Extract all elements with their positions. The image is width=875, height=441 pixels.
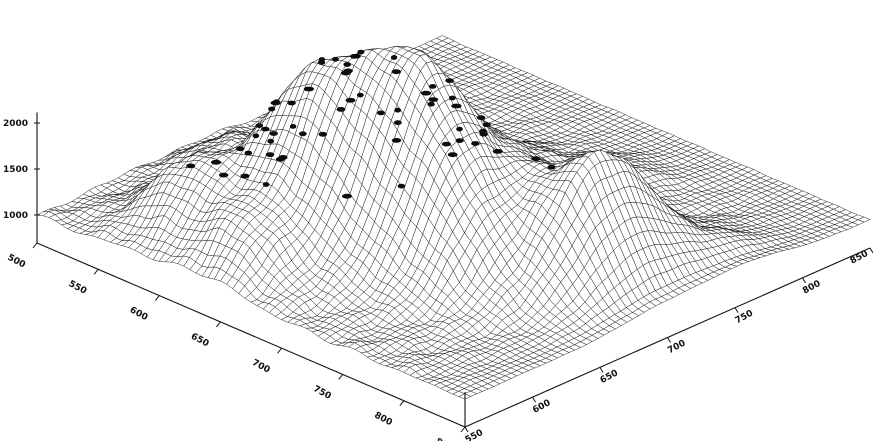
surface-marker (318, 131, 328, 137)
surface-marker (341, 193, 353, 199)
surface-marker (186, 163, 196, 169)
right-tick-mark (667, 337, 671, 343)
surface-marker (448, 95, 456, 101)
left-tick-label: 500 (6, 253, 27, 271)
surface-marker (244, 150, 253, 156)
surface-marker (262, 182, 270, 187)
surface-marker (482, 122, 491, 128)
surface-marker (428, 97, 439, 102)
left-tick-mark (93, 268, 99, 275)
surface-mesh (36, 35, 871, 400)
surface-marker (397, 183, 406, 189)
surface-marker (547, 164, 556, 170)
surface-marker (352, 53, 361, 59)
surface-marker (455, 138, 464, 144)
right-tick-mark (532, 396, 536, 403)
right-tick-mark (464, 426, 469, 433)
z-tick-label: 1000 (3, 211, 28, 221)
surface-marker (270, 100, 281, 106)
surface-marker (336, 107, 346, 112)
surface-marker (236, 146, 245, 152)
surface-marker (318, 57, 326, 62)
surface-marker (531, 156, 541, 162)
surface-marker (343, 62, 352, 67)
left-tick-mark (460, 426, 466, 433)
surface-marker (268, 106, 276, 112)
surface-marker (471, 141, 480, 146)
left-tick-label: 750 (311, 384, 332, 402)
surface-marker (429, 84, 437, 89)
z-axis-ticks: 1000 1500 2000 (3, 119, 40, 221)
left-tick-label: 650 (189, 332, 210, 350)
surface-marker (441, 141, 451, 147)
left-tick-mark (399, 400, 405, 407)
surface-marker (332, 56, 339, 62)
surface-marker (476, 115, 486, 121)
left-tick-mark (32, 242, 38, 249)
left-tick-mark (216, 321, 221, 328)
left-tick-label: 700 (250, 358, 271, 376)
surface-marker (394, 107, 402, 113)
surface-marker (357, 49, 365, 55)
surface-marker (255, 123, 264, 128)
surface-marker (345, 97, 356, 103)
left-tick-mark (154, 295, 160, 301)
surface-marker (447, 152, 458, 158)
left-tick-label: 800 (372, 411, 393, 429)
surface-marker (479, 131, 489, 137)
left-tick-label: 600 (128, 305, 149, 323)
surface-marker (261, 126, 270, 132)
surface-marker (391, 69, 401, 75)
surface-marker (492, 149, 503, 154)
left-tick-label: 550 (67, 279, 88, 297)
surface-marker (275, 156, 285, 162)
surface-marker (240, 173, 250, 179)
surface-marker (421, 90, 432, 96)
surface-marker (451, 103, 462, 109)
surface-marker (445, 78, 454, 83)
surface-marker (252, 133, 260, 139)
surface-marker (393, 120, 402, 126)
surface-marker (356, 92, 364, 98)
left-tick-label: 850 (434, 437, 455, 441)
surface-marker (287, 100, 296, 106)
left-tick-mark (338, 374, 344, 380)
surface-marker (269, 131, 278, 136)
surface-marker (267, 138, 275, 144)
z-tick-label: 2000 (3, 119, 28, 129)
surface-marker (391, 138, 402, 143)
surface-marker (298, 131, 307, 137)
z-tick-label: 1500 (3, 165, 28, 175)
surface-marker (289, 124, 297, 129)
surface-marker (340, 70, 351, 76)
surface-marker (456, 126, 463, 132)
surface-marker (303, 86, 315, 92)
surface-marker (219, 172, 229, 178)
surface-marker (427, 101, 435, 107)
surface-marker (377, 110, 385, 116)
surface-marker (210, 159, 222, 165)
surface-marker (390, 55, 398, 60)
right-tick-mark (599, 367, 604, 373)
surface-marker (265, 152, 275, 158)
left-tick-mark (277, 347, 282, 354)
